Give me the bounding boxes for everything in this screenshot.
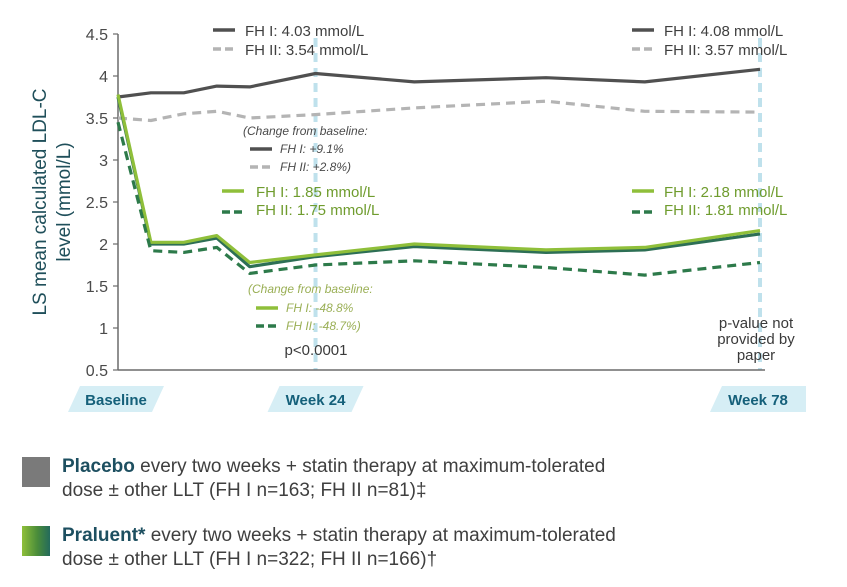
x-flag-label: Week 24 [286,392,346,409]
chart-series [116,67,761,277]
legend-praluent-name: Praluent* [62,525,146,546]
y-tick-label: 1.5 [86,279,108,296]
x-flag-bg [68,386,164,412]
placebo-w78-fh1: FH I: 4.08 mmol/L [664,23,783,40]
legend-placebo-text: Placebo every two weeks + statin therapy… [62,455,822,503]
praluent-change-fh1: FH I: -48.8% [286,301,354,315]
y-tick-label: 4.5 [86,27,108,44]
praluent-w24-fh2: FH II: 1.75 mmol/L [256,202,379,219]
series-line-2 [116,96,761,269]
y-axis-label-line: LS mean calculated LDL-C [30,88,51,315]
x-flag-label: Baseline [85,392,147,409]
placebo-change-fh1: FH I: +9.1% [280,142,344,156]
y-tick-label: 1 [99,321,108,338]
series-line-1 [117,99,761,123]
praluent-change-fh2: FH II: -48.7%) [286,319,361,333]
y-axis-label-line: level (mmol/L) [54,142,75,261]
series-line-4 [116,121,761,277]
legend-placebo-swatch [22,457,50,487]
chart-axes: 4.5 4 3.5 3 2.5 2 1.5 1 0.5 LS mean calculated LD… [30,27,765,380]
chart-annotations: FH I: 4.03 mmol/L FH II: 3.54 mmol/L FH I:… [213,23,795,364]
x-flag-bg [267,386,364,412]
legend-praluent-text: Praluent* every two weeks + statin thera… [62,524,822,572]
praluent-w78-fh2: FH II: 1.81 mmol/L [664,202,787,219]
legend-praluent-line2: dose ± other LLT (FH I n=322; FH II n=16… [62,549,438,570]
pvalue-week78-line: paper [737,347,775,364]
ldl-chart: 4.5 4 3.5 3 2.5 2 1.5 1 0.5 LS mean calculated LD… [30,23,806,412]
legend-placebo-line2: dose ± other LLT (FH I n=163; FH II n=81… [62,480,427,501]
placebo-change-title: (Change from baseline: [243,124,368,138]
y-tick-label: 3 [99,153,108,170]
series-line-3 [116,94,761,265]
y-tick-label: 3.5 [86,111,108,128]
y-axis-label: LS mean calculated LDL-C level (mmol/L) [30,88,75,315]
praluent-w24-fh1: FH I: 1.85 mmol/L [256,184,375,201]
chart-x-flags: Baseline Week 24 Week 78 [68,386,806,412]
placebo-change-fh2: FH II: +2.8%) [280,160,351,174]
y-tick-label: 2.5 [86,195,108,212]
legend-placebo: Placebo every two weeks + statin therapy… [22,455,822,507]
placebo-w24-fh2: FH II: 3.54 mmol/L [245,42,368,59]
pvalue-week78-line: p-value not [719,315,794,332]
y-tick-label: 4 [99,69,108,86]
legend-praluent-line1: every two weeks + statin therapy at maxi… [145,525,616,546]
y-tick-label: 0.5 [86,363,108,380]
placebo-w24-fh1: FH I: 4.03 mmol/L [245,23,364,40]
legend-praluent: Praluent* every two weeks + statin thera… [22,524,822,576]
legend-praluent-swatch [22,526,50,556]
placebo-w78-fh2: FH II: 3.57 mmol/L [664,42,787,59]
y-tick-label: 2 [99,237,108,254]
x-flag-label: Week 78 [728,392,788,409]
legend-placebo-line1: every two weeks + statin therapy at maxi… [134,456,606,477]
chart-grid [313,38,762,370]
x-flag-bg [710,386,806,412]
legend-placebo-name: Placebo [62,456,135,477]
pvalue-week78-line: provided by [717,331,795,348]
series-line-0 [117,67,761,99]
praluent-change-title: (Change from baseline: [248,282,373,296]
pvalue-week24: p<0.0001 [285,342,348,359]
praluent-w78-fh1: FH I: 2.18 mmol/L [664,184,783,201]
